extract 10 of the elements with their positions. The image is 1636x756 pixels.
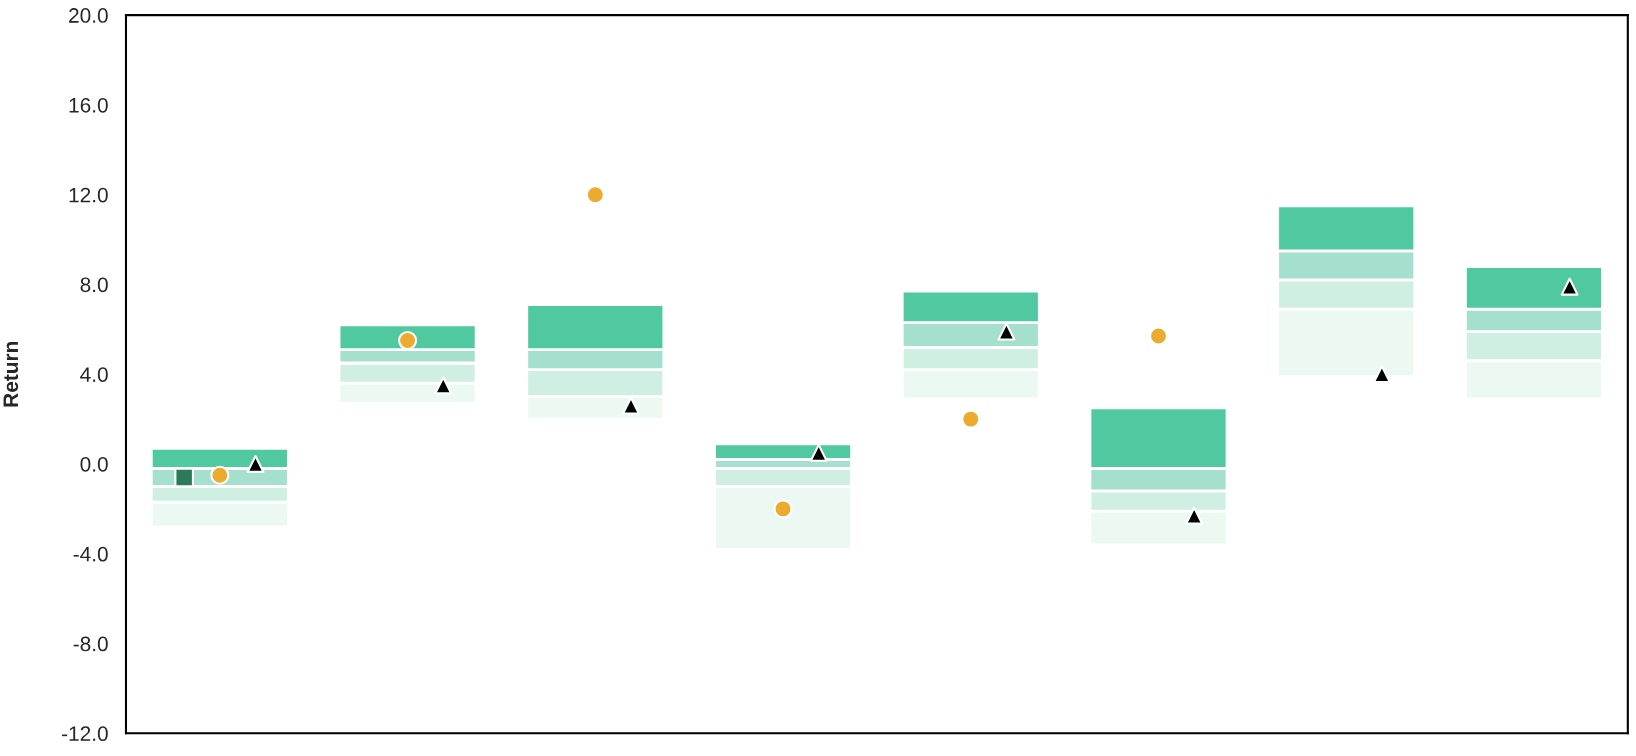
y-tick-label: -8.0 (73, 636, 108, 652)
y-tick-label: 16.0 (69, 97, 108, 113)
y-tick-label: -12.0 (62, 726, 108, 742)
y-tick-label: -4.0 (73, 546, 108, 562)
y-tick-label: 12.0 (69, 187, 108, 203)
y-tick-label: 4.0 (80, 367, 108, 382)
y-tick-label: 8.0 (80, 277, 108, 293)
y-tick-label: 20.0 (69, 8, 108, 23)
y-axis-title: Return (3, 341, 19, 407)
y-tick-label: 0.0 (80, 457, 108, 472)
